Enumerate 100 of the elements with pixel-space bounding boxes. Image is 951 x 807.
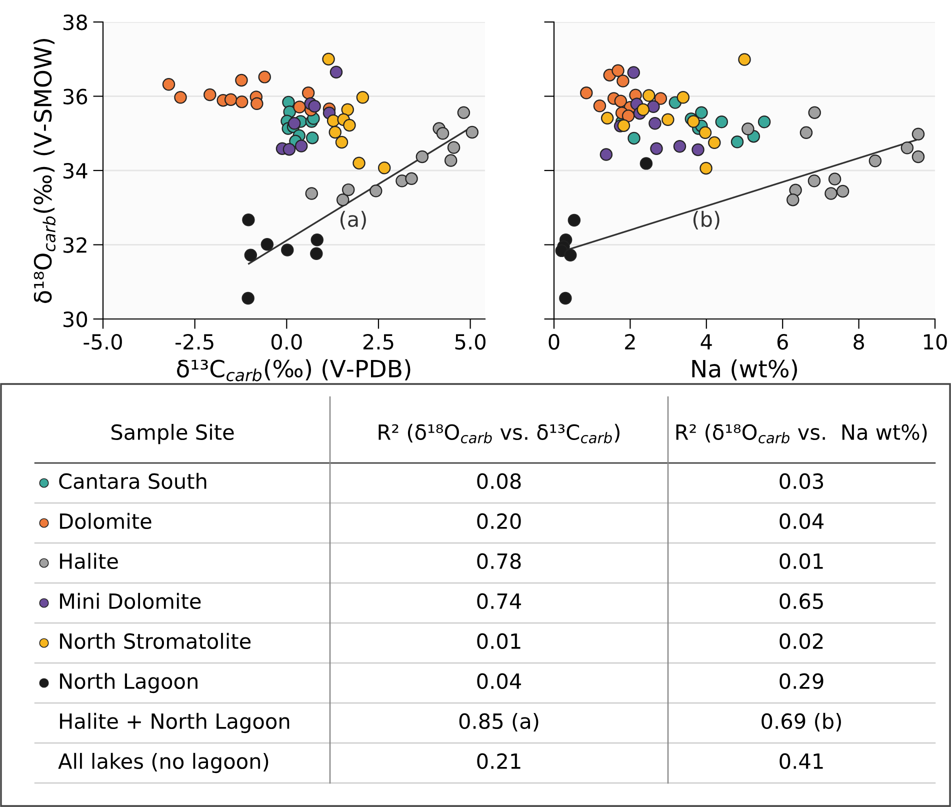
- y-tick-label: 36: [63, 88, 88, 104]
- annotation: (b): [693, 210, 720, 230]
- point: [174, 91, 187, 104]
- point: [342, 183, 355, 196]
- text: R² (δ¹⁸O$_{carb}$ vs. Na wt%): [676, 424, 927, 444]
- x-tick-label: 5.0: [455, 334, 486, 350]
- point: [622, 110, 635, 122]
- point: [758, 116, 771, 128]
- point: [416, 150, 429, 164]
- point: [466, 126, 479, 139]
- x-tick-label: 8: [854, 334, 864, 350]
- point: [224, 93, 238, 106]
- text: 0.74: [477, 593, 522, 610]
- x-tick-label: 4: [700, 334, 712, 350]
- text: Halite: [60, 552, 118, 570]
- x-tick-label: 2: [625, 334, 635, 350]
- text: 0.01: [477, 633, 520, 650]
- point: [627, 66, 640, 79]
- point: [405, 172, 418, 186]
- point: [235, 95, 248, 108]
- point: [328, 126, 342, 139]
- point: [250, 97, 264, 110]
- point: [580, 86, 593, 100]
- point: [738, 53, 751, 66]
- x-axis-title: Na (wt%): [692, 359, 798, 380]
- point: [687, 115, 700, 128]
- point: [698, 126, 712, 139]
- text: 0.69 (b): [762, 712, 841, 732]
- text: Sample Site: [112, 424, 234, 444]
- point: [302, 86, 315, 100]
- point: [306, 131, 319, 144]
- text: 0.21: [477, 753, 520, 770]
- x-tick-label: 0.0: [271, 334, 302, 350]
- point: [654, 92, 668, 105]
- point: [662, 113, 674, 126]
- point: [310, 234, 324, 246]
- point: [628, 132, 640, 145]
- text: 0.04: [780, 513, 824, 530]
- point: [335, 136, 348, 149]
- y-tick-label: 38: [63, 14, 87, 30]
- text: Cantara South: [59, 472, 206, 490]
- point: [242, 292, 254, 305]
- text: 0.08: [477, 473, 521, 490]
- annotation: (a): [340, 210, 366, 230]
- point: [692, 143, 704, 156]
- point: [242, 214, 255, 226]
- text: R² (δ¹⁸O$_{carb}$ vs. δ¹³C$_{carb}$): [378, 424, 620, 444]
- point: [370, 184, 382, 198]
- text: All lakes (no lagoon): [58, 752, 268, 774]
- text: North Lagoon: [60, 672, 198, 694]
- point: [593, 100, 606, 112]
- text: 0.03: [780, 473, 824, 490]
- text: 0.20: [477, 513, 521, 530]
- point: [336, 193, 350, 206]
- text: 0.85 (a): [459, 712, 538, 732]
- point: [742, 122, 754, 136]
- text: Halite + North Lagoon: [60, 712, 290, 734]
- point: [444, 154, 458, 167]
- y-tick-label: 34: [63, 162, 88, 179]
- x-axis-title: δ¹³C$_{carb}$(‰) (V-PDB): [177, 359, 410, 382]
- text: Mini Dolomite: [60, 592, 201, 610]
- x-tick-label: 10: [924, 334, 947, 350]
- point: [258, 70, 271, 84]
- point: [640, 157, 653, 170]
- text: 0.04: [477, 673, 522, 690]
- point: [568, 214, 581, 227]
- point: [559, 292, 572, 305]
- point: [647, 100, 660, 114]
- point: [808, 174, 821, 188]
- point: [281, 244, 294, 256]
- text: North Stromatolite: [60, 632, 251, 650]
- point: [343, 118, 356, 132]
- text: 0.01: [780, 553, 823, 570]
- point: [288, 116, 301, 130]
- point: [305, 187, 318, 200]
- point: [322, 52, 335, 66]
- point: [235, 74, 248, 87]
- x-tick-label: -2.5: [176, 334, 214, 350]
- point: [564, 248, 577, 262]
- point: [900, 141, 914, 154]
- point: [868, 154, 882, 168]
- point: [356, 91, 370, 104]
- point: [378, 162, 391, 174]
- point: [800, 126, 813, 139]
- point: [600, 112, 614, 125]
- point: [457, 106, 470, 119]
- point: [244, 248, 258, 262]
- point: [695, 106, 708, 119]
- text: 0.02: [780, 633, 823, 650]
- point: [808, 106, 821, 119]
- point: [824, 187, 838, 200]
- point: [260, 238, 274, 251]
- point: [341, 103, 354, 116]
- point: [617, 119, 630, 132]
- point: [293, 100, 306, 114]
- x-tick-label: 0: [548, 334, 560, 350]
- text: 0.41: [780, 753, 823, 770]
- point: [673, 140, 686, 153]
- point: [676, 91, 690, 104]
- point: [828, 172, 842, 186]
